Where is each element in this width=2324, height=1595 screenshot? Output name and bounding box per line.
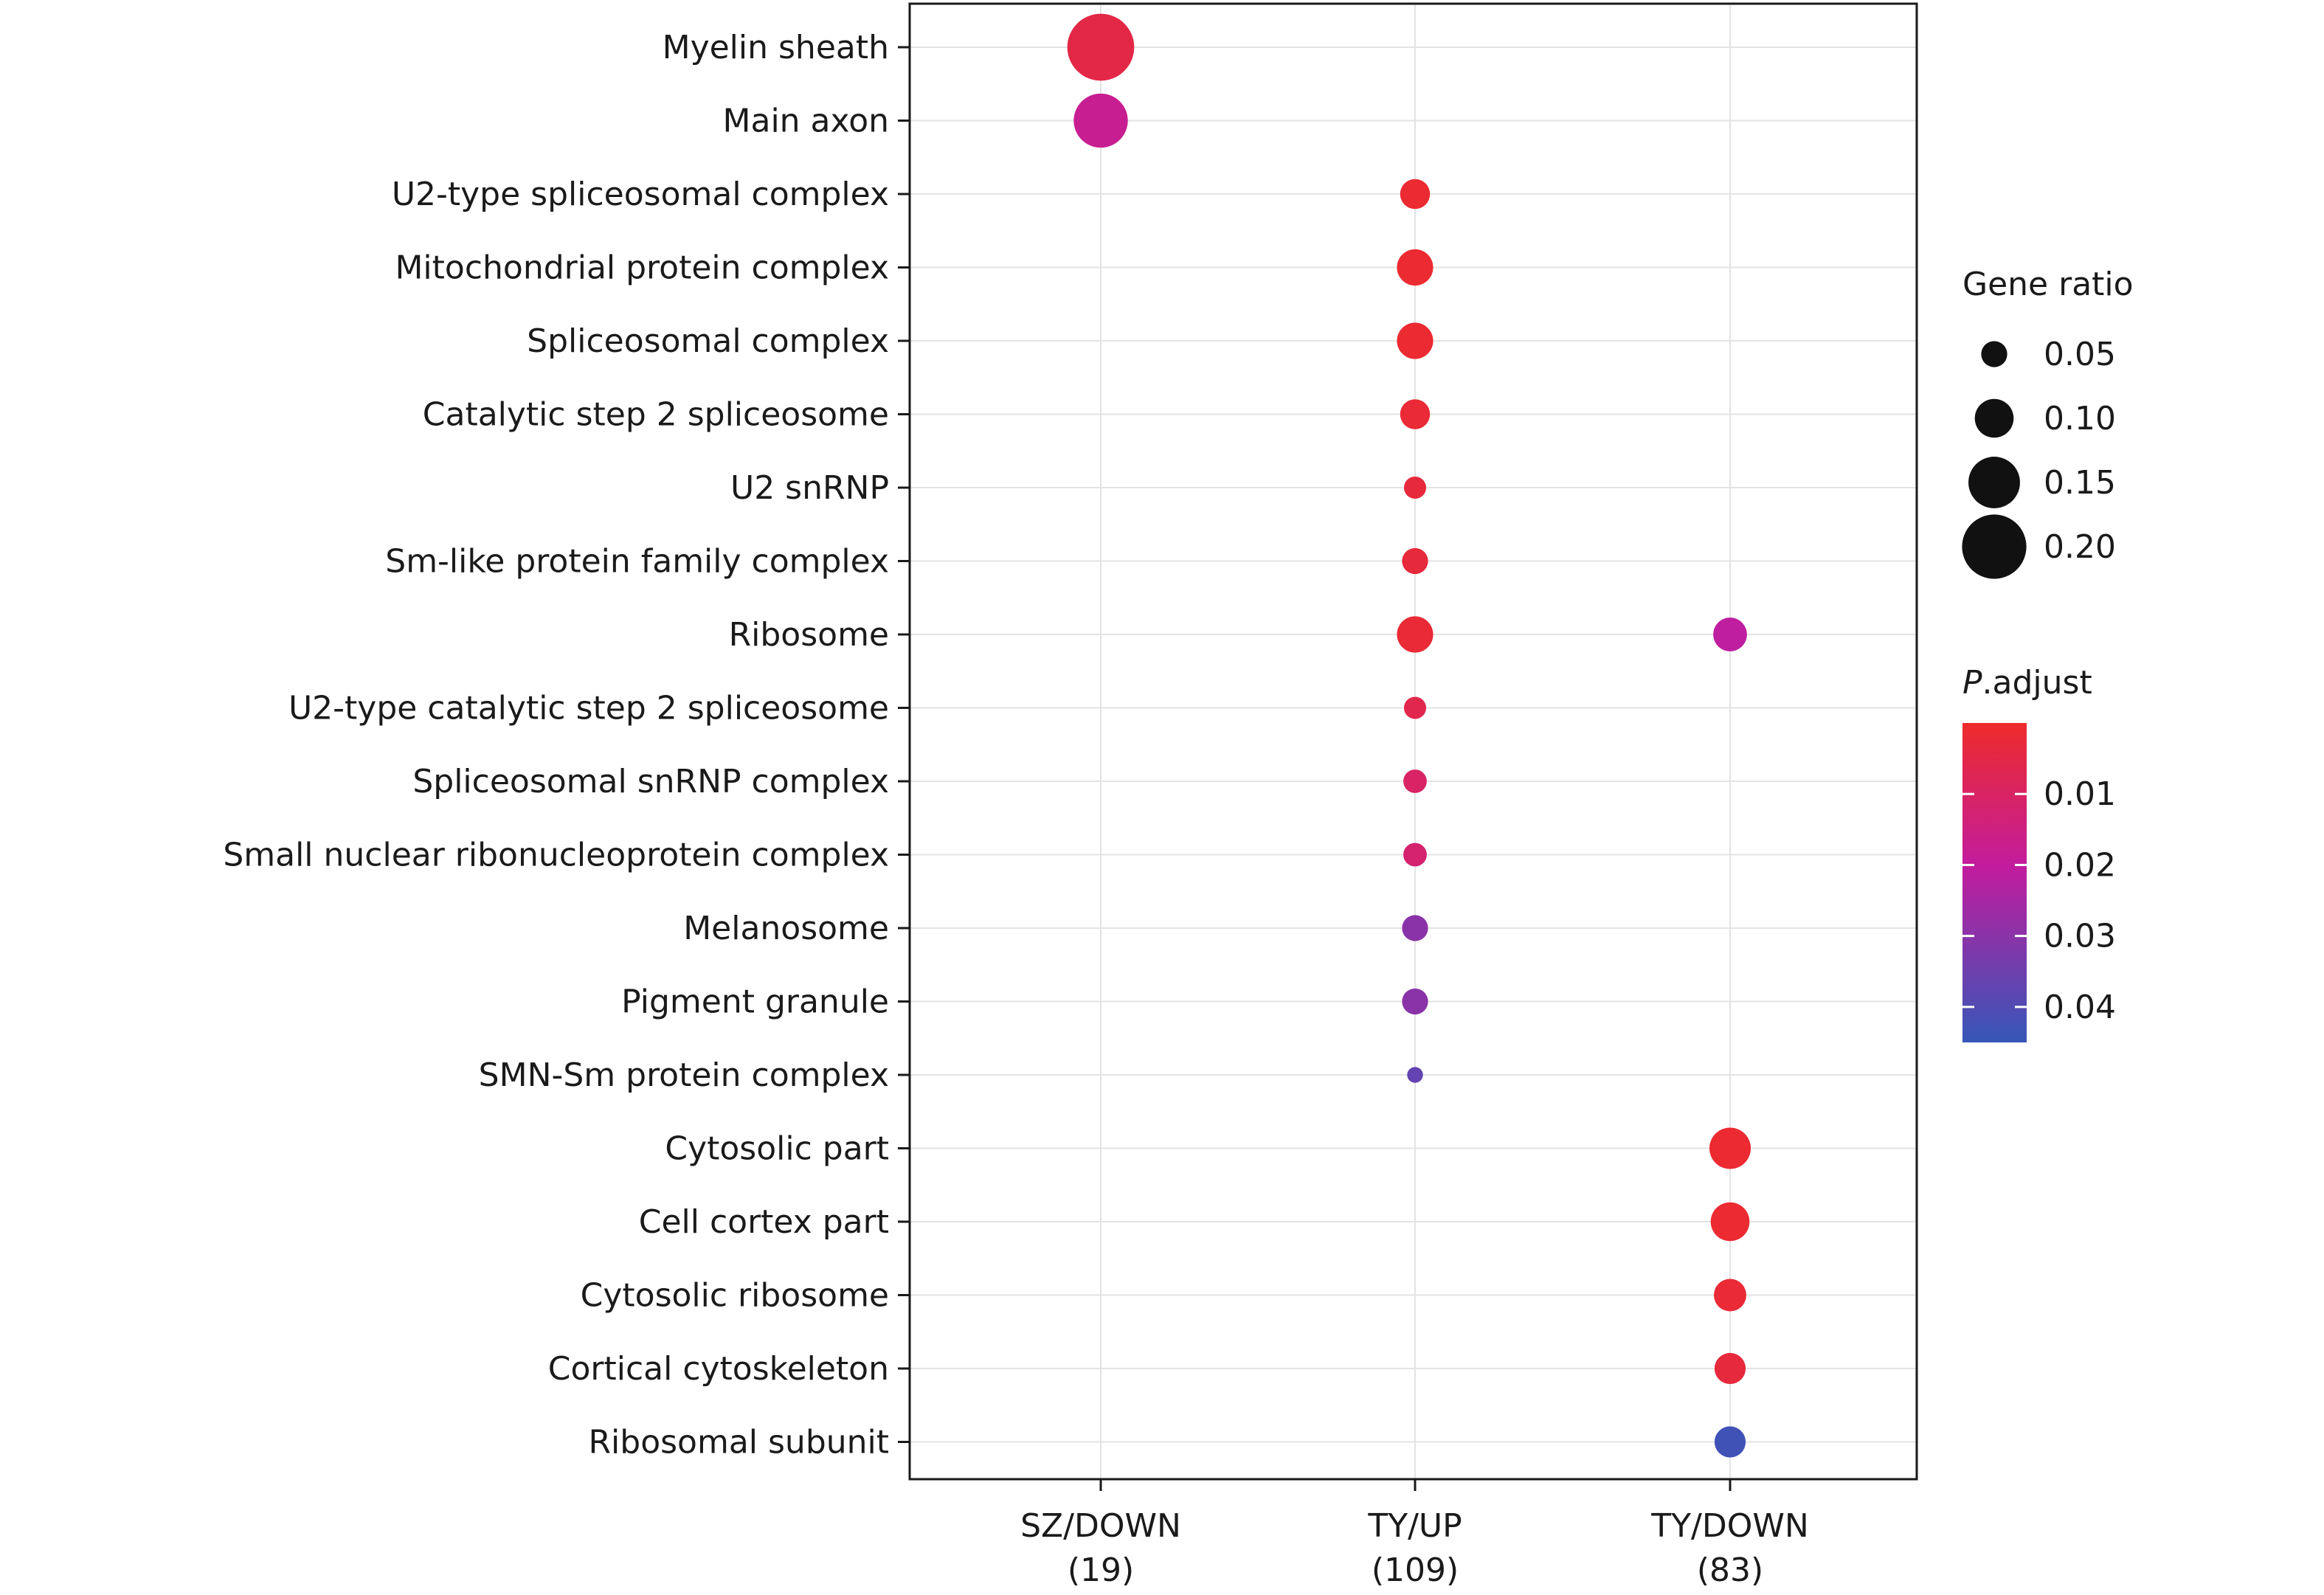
y-tick-label: Ribosomal subunit	[588, 1424, 889, 1461]
data-point	[1403, 476, 1427, 499]
x-tick-count: (83)	[1697, 1551, 1763, 1589]
data-point	[1402, 915, 1428, 941]
x-tick-label: TY/UP	[1367, 1507, 1462, 1545]
y-tick-label: Sm-like protein family complex	[385, 543, 889, 581]
y-tick-label: Mitochondrial protein complex	[395, 249, 889, 287]
size-legend: Gene ratio 0.05 0.10 0.15 0.20	[1962, 266, 2134, 579]
size-legend-label: 0.20	[2044, 528, 2116, 566]
y-tick-label: Cell cortex part	[639, 1203, 889, 1241]
color-legend-title: P.adjust	[1962, 664, 2092, 702]
data-point	[1709, 1127, 1751, 1169]
size-legend-circle	[1981, 341, 2007, 367]
y-tick-label: Catalytic step 2 spliceosome	[423, 396, 889, 434]
y-tick-label: Ribosome	[729, 616, 889, 654]
y-tick-label: U2 snRNP	[730, 469, 889, 507]
color-legend-title-rest: .adjust	[1982, 664, 2092, 702]
color-bar	[1962, 723, 2027, 1042]
size-legend-label: 0.05	[2044, 336, 2116, 373]
data-point	[1402, 547, 1428, 575]
y-tick-label: Myelin sheath	[663, 29, 889, 66]
color-legend-label: 0.02	[2044, 846, 2116, 884]
size-legend-circle	[1968, 457, 2020, 508]
color-legend-label: 0.04	[2044, 989, 2116, 1026]
data-point	[1714, 1426, 1746, 1458]
grid-lines	[910, 4, 1917, 1479]
x-tick-label: SZ/DOWN	[1020, 1507, 1181, 1545]
size-legend-circle	[1974, 398, 2014, 438]
data-point	[1400, 179, 1431, 210]
data-point	[1067, 13, 1135, 81]
x-tick-count: (19)	[1068, 1551, 1134, 1589]
x-tick-count: (109)	[1372, 1551, 1459, 1589]
size-legend-label: 0.10	[2044, 400, 2116, 437]
y-tick-label: Spliceosomal snRNP complex	[412, 763, 889, 800]
data-point	[1403, 843, 1427, 867]
y-tick-label: U2-type catalytic step 2 spliceosome	[288, 690, 889, 727]
y-tick-label: U2-type spliceosomal complex	[392, 176, 889, 213]
x-axis: SZ/DOWN (19) TY/UP (109) TY/DOWN (83)	[1020, 1479, 1809, 1589]
y-tick-label: SMN-Sm protein complex	[479, 1056, 889, 1094]
y-tick-label: Main axon	[723, 103, 889, 140]
y-axis: Myelin sheath Main axon U2-type spliceosom…	[223, 29, 910, 1461]
color-legend: P.adjust 0.01 0.02 0.03 0.04	[1962, 664, 2116, 1042]
y-tick-label: Cytosolic ribosome	[581, 1277, 889, 1315]
y-tick-label: Cortical cytoskeleton	[548, 1350, 889, 1388]
data-point	[1400, 399, 1431, 429]
x-tick-label: TY/DOWN	[1650, 1507, 1809, 1545]
data-point	[1710, 1202, 1750, 1242]
data-point	[1397, 322, 1434, 359]
y-tick-label: Spliceosomal complex	[527, 322, 889, 360]
data-point	[1397, 616, 1434, 653]
data-points	[1067, 13, 1751, 1458]
size-legend-title: Gene ratio	[1962, 266, 2134, 303]
y-tick-label: Small nuclear ribonucleoprotein complex	[223, 837, 889, 874]
size-legend-label: 0.15	[2044, 464, 2116, 502]
color-legend-label: 0.03	[2044, 918, 2116, 955]
data-point	[1402, 988, 1428, 1015]
y-tick-label: Melanosome	[683, 910, 889, 947]
y-tick-label: Cytosolic part	[665, 1130, 889, 1168]
data-point	[1407, 1067, 1423, 1083]
color-legend-label: 0.01	[2044, 775, 2116, 813]
data-point	[1073, 93, 1128, 148]
data-point	[1714, 1279, 1746, 1312]
data-point	[1714, 1352, 1746, 1385]
size-legend-circle	[1962, 514, 2027, 579]
data-point	[1403, 769, 1427, 793]
data-point	[1397, 249, 1434, 286]
plot-frame	[908, 2, 1918, 1481]
data-point	[1403, 696, 1427, 719]
color-legend-title-italic: P	[1962, 664, 1982, 702]
data-point	[1713, 617, 1747, 651]
y-tick-label: Pigment granule	[621, 983, 889, 1021]
